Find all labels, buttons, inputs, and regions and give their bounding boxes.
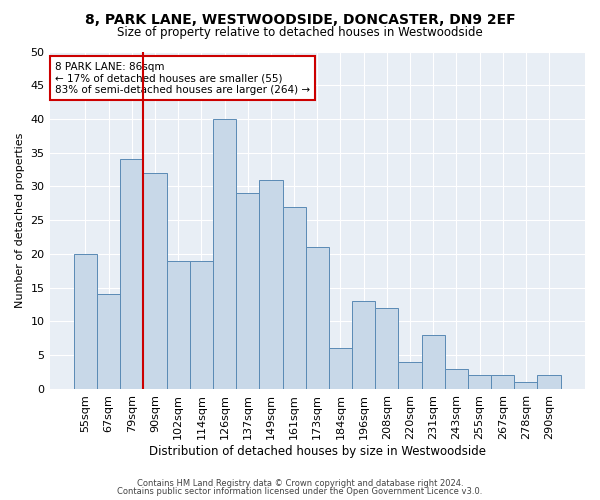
Bar — [259, 180, 283, 389]
Bar — [445, 368, 468, 389]
Bar — [120, 160, 143, 389]
Bar — [283, 206, 305, 389]
Bar — [97, 294, 120, 389]
Bar — [329, 348, 352, 389]
Bar — [167, 260, 190, 389]
Bar — [190, 260, 213, 389]
Bar — [143, 173, 167, 389]
Bar — [236, 193, 259, 389]
Text: 8, PARK LANE, WESTWOODSIDE, DONCASTER, DN9 2EF: 8, PARK LANE, WESTWOODSIDE, DONCASTER, D… — [85, 12, 515, 26]
X-axis label: Distribution of detached houses by size in Westwoodside: Distribution of detached houses by size … — [149, 444, 486, 458]
Bar — [375, 308, 398, 389]
Text: 8 PARK LANE: 86sqm
← 17% of detached houses are smaller (55)
83% of semi-detache: 8 PARK LANE: 86sqm ← 17% of detached hou… — [55, 62, 310, 95]
Text: Contains HM Land Registry data © Crown copyright and database right 2024.: Contains HM Land Registry data © Crown c… — [137, 478, 463, 488]
Bar — [538, 376, 560, 389]
Bar — [352, 301, 375, 389]
Text: Contains public sector information licensed under the Open Government Licence v3: Contains public sector information licen… — [118, 487, 482, 496]
Bar — [491, 376, 514, 389]
Bar — [468, 376, 491, 389]
Bar — [74, 254, 97, 389]
Bar — [422, 335, 445, 389]
Text: Size of property relative to detached houses in Westwoodside: Size of property relative to detached ho… — [117, 26, 483, 39]
Bar — [514, 382, 538, 389]
Bar — [305, 247, 329, 389]
Bar — [213, 119, 236, 389]
Bar — [398, 362, 422, 389]
Y-axis label: Number of detached properties: Number of detached properties — [15, 132, 25, 308]
